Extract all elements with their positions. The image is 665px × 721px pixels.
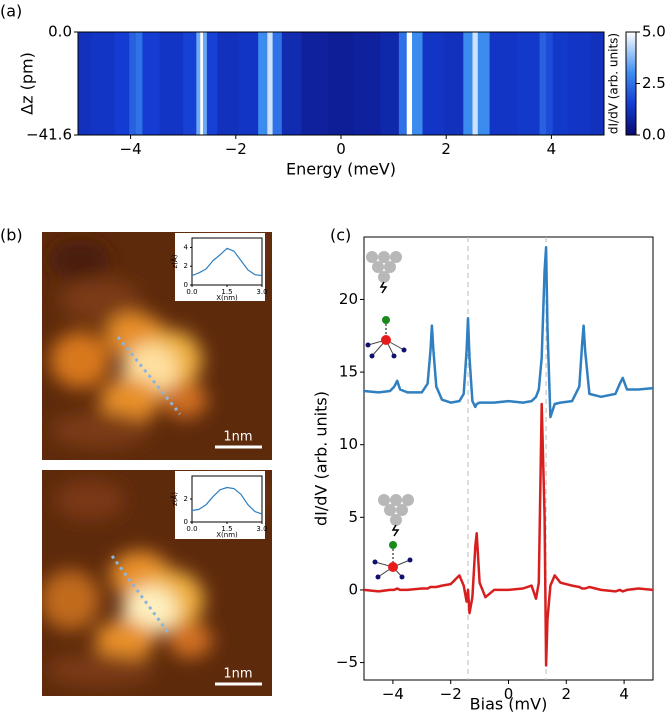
heatmap-cell <box>129 32 137 135</box>
colorbar-tick-label: 2.5 <box>642 74 665 92</box>
x-tick-label: 0 <box>336 140 346 158</box>
data-line <box>364 245 653 419</box>
x-tick-label: 1.5 <box>221 288 232 296</box>
heatmap-cell <box>78 32 92 135</box>
y-tick-label: 0 <box>348 580 358 598</box>
heatmap-cell <box>91 32 116 135</box>
x-tick-label: −2 <box>225 140 247 158</box>
y-tick-label: 0 <box>184 518 188 526</box>
heatmap-cell <box>422 32 445 135</box>
x-axis-label: Bias (mV) <box>470 695 548 714</box>
heatmap-cell <box>552 32 568 135</box>
heatmap-cell <box>267 32 274 135</box>
heatmap-cell <box>196 32 201 135</box>
y-tick-label: 0 <box>184 281 188 289</box>
y-tick-label: 5 <box>348 508 358 526</box>
x-axis-label: X(nm) <box>216 294 238 302</box>
x-tick-label: 2 <box>441 140 451 158</box>
heatmap-cell <box>489 32 518 135</box>
y-tick-label: 20 <box>339 290 358 308</box>
x-tick-label: 0 <box>504 685 514 703</box>
heatmap-cell <box>327 32 355 135</box>
heatmap-cell <box>301 32 329 135</box>
heatmap-cell <box>406 32 413 135</box>
scalebar-label: 1nm <box>223 667 252 682</box>
x-tick-label: 3.0 <box>256 288 267 296</box>
y-tick-label: 15 <box>339 363 358 381</box>
colorbar-tick-label: 0.0 <box>642 126 665 144</box>
stm-image <box>42 470 272 696</box>
x-tick-label: 0.0 <box>186 288 197 296</box>
heatmap-cell <box>477 32 491 135</box>
heatmap-cell <box>142 32 161 135</box>
heatmap-cell <box>354 32 381 135</box>
x-axis-label: X(nm) <box>216 531 238 539</box>
frame <box>363 236 654 681</box>
heatmap-cell <box>217 32 239 135</box>
y-axis-label: z(Å) <box>170 254 179 268</box>
y-axis-label: z(Å) <box>170 492 179 506</box>
heatmap-cell <box>517 32 541 135</box>
x-tick-label: 4 <box>619 685 629 703</box>
heatmap-cell <box>380 32 400 135</box>
heatmap-cell <box>200 32 204 135</box>
heatmap-cell <box>135 32 143 135</box>
x-tick-label: −4 <box>120 140 142 158</box>
heatmap-cell <box>567 32 592 135</box>
y-tick-label: 10 <box>339 435 358 453</box>
heatmap-cell <box>443 32 464 135</box>
heatmap-cell <box>206 32 218 135</box>
y-tick-label: 2 <box>184 262 188 270</box>
heatmap-cell <box>472 32 479 135</box>
plot-area <box>192 486 262 515</box>
data-line <box>192 247 262 277</box>
x-tick-label: 4 <box>547 140 557 158</box>
heatmap-cell <box>412 32 424 135</box>
y-tick-label: 2 <box>184 495 188 503</box>
scalebar-label: 1nm <box>223 430 252 445</box>
panel-label: (a) <box>0 2 22 21</box>
x-tick-label: 0.0 <box>186 525 197 533</box>
heatmap-cell <box>272 32 283 135</box>
plot-area <box>192 247 262 277</box>
heatmap-cell <box>539 32 547 135</box>
y-axis-label: dI/dV (arb. units) <box>312 391 331 526</box>
panel-label: (c) <box>330 226 351 245</box>
heatmap-cell <box>202 32 208 135</box>
x-tick-label: −4 <box>382 685 404 703</box>
colorbar-label: dI/dV (arb. units) <box>607 33 621 134</box>
data-line <box>192 486 262 515</box>
stm-image <box>42 232 272 460</box>
plot-area <box>364 245 653 667</box>
heatmap-cell <box>281 32 303 135</box>
x-tick-label: 1.5 <box>221 525 232 533</box>
x-tick-label: −2 <box>440 685 462 703</box>
tip-icon <box>372 494 414 580</box>
panel-label: (b) <box>0 226 23 245</box>
x-tick-label: 3.0 <box>256 525 267 533</box>
x-axis-label: Energy (meV) <box>286 160 396 179</box>
heatmap-cell <box>238 32 259 135</box>
heatmap-cell <box>159 32 184 135</box>
y-tick-label: 0.0 <box>48 23 72 41</box>
y-axis-label: Δz (pm) <box>18 52 37 115</box>
y-tick-label: −5 <box>336 653 358 671</box>
tip-icon <box>365 251 407 359</box>
y-tick-label: 4 <box>184 243 189 251</box>
x-tick-label: 2 <box>562 685 572 703</box>
colorbar <box>625 31 637 136</box>
y-tick-label: −41.6 <box>26 126 72 144</box>
heatmap-cell <box>546 32 554 135</box>
colorbar-tick-label: 5.0 <box>642 23 665 41</box>
heatmap-cell <box>258 32 268 135</box>
heatmap-cell <box>398 32 408 135</box>
heatmap-cell <box>183 32 197 135</box>
heatmap-cell <box>590 32 605 135</box>
heatmap-cell <box>463 32 473 135</box>
heatmap-cell <box>114 32 130 135</box>
data-line <box>364 402 653 667</box>
